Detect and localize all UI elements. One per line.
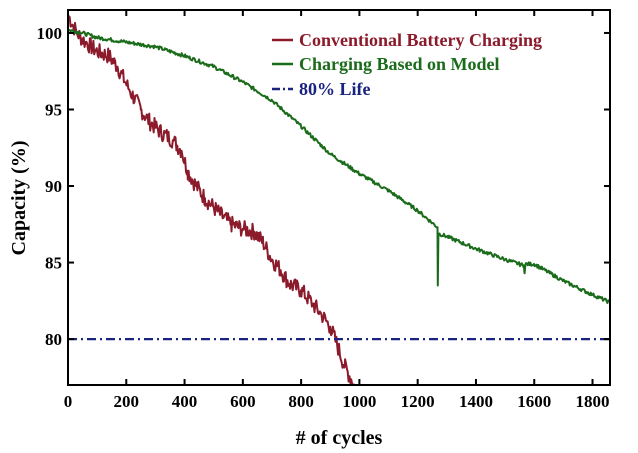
series-layer	[68, 14, 610, 385]
x-axis-label: # of cycles	[296, 427, 383, 449]
series-line-conventional	[68, 14, 355, 385]
y-tick-label: 80	[45, 330, 62, 349]
x-tick-label: 0	[64, 392, 73, 411]
x-tick-label: 1600	[517, 392, 551, 411]
x-tick-label: 1200	[401, 392, 435, 411]
y-axis-label: Capacity (%)	[8, 141, 30, 256]
x-tick-label: 400	[172, 392, 198, 411]
plot-frame	[67, 9, 611, 386]
y-tick-label: 85	[45, 254, 62, 273]
x-tick-label: 1800	[576, 392, 610, 411]
tick-layer: 0 200 400 600 800 1000 1200 1400 1600 1800 80 85 90 9…	[37, 10, 610, 411]
y-tick-label: 90	[45, 177, 62, 196]
x-tick-label: 200	[114, 392, 140, 411]
legend-label-80-life: 80% Life	[299, 79, 371, 99]
legend-label-model: Charging Based on Model	[299, 54, 500, 74]
x-tick-label: 800	[288, 392, 314, 411]
legend-label-conventional: Conventional Battery Charging	[299, 30, 542, 50]
x-tick-label: 1400	[459, 392, 493, 411]
y-tick-label: 95	[45, 100, 62, 119]
series-line-model	[68, 28, 610, 304]
x-tick-label: 1000	[342, 392, 376, 411]
y-tick-label: 100	[37, 24, 63, 43]
x-tick-label: 600	[230, 392, 256, 411]
legend: Conventional Battery Charging Charging B…	[272, 30, 542, 99]
